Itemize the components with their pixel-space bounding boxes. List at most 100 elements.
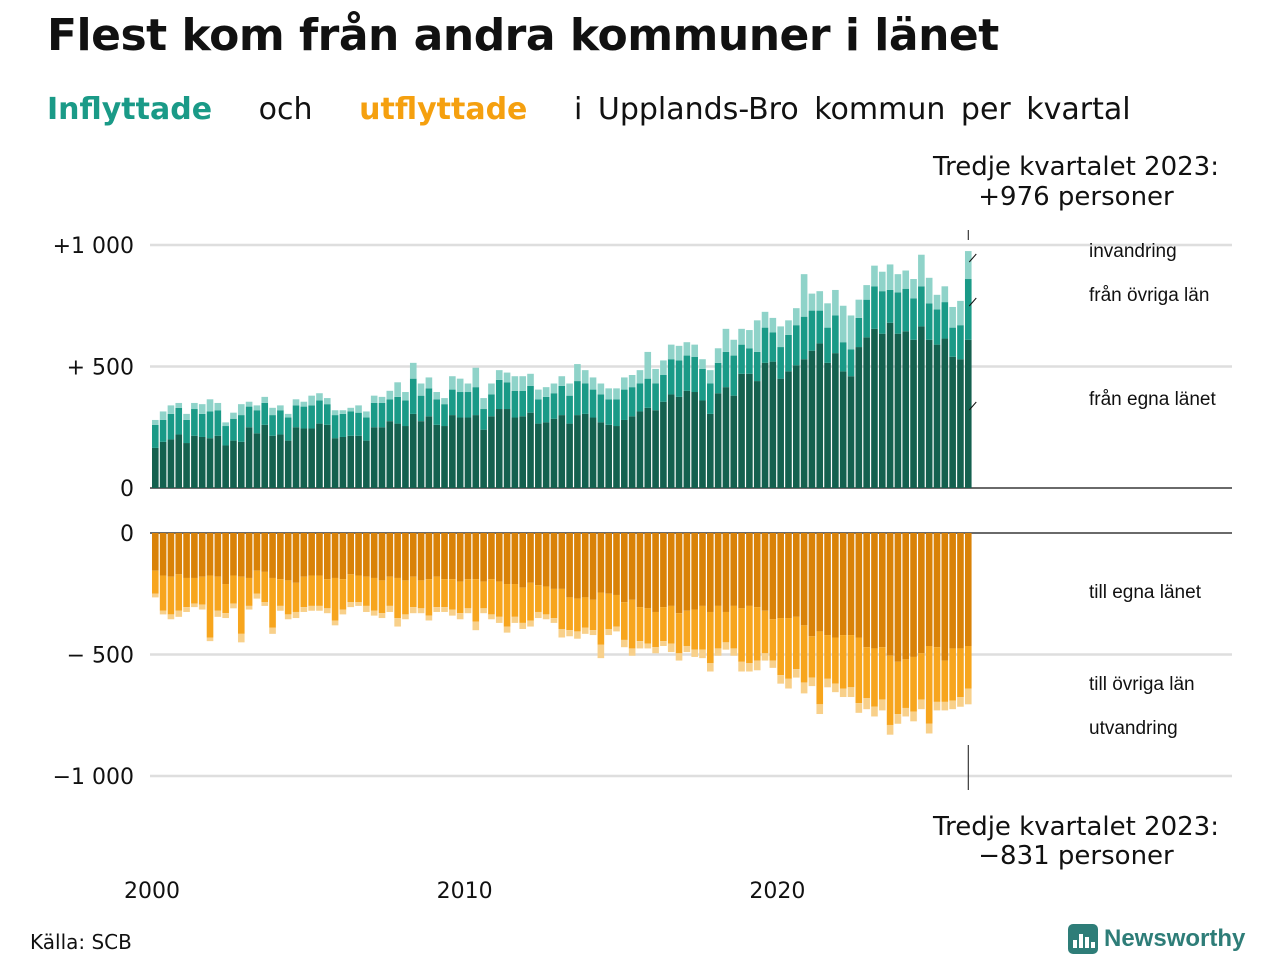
inflow-bar-other-counties (753, 351, 761, 382)
outflow-bar-other-counties (910, 656, 917, 712)
outflow-bar-own-county (722, 533, 730, 612)
outflow-bar-own-county (816, 533, 824, 632)
inflow-bar-other-counties (245, 406, 253, 428)
inflow-bar-immigration (425, 377, 433, 389)
outflow-bar-own-county (863, 533, 870, 648)
inflow-bar-other-counties (386, 399, 394, 422)
inflow-bar-own-county (355, 435, 362, 488)
inflow-segment-label: invandring (1089, 241, 1177, 262)
inflow-bar-immigration (691, 344, 698, 357)
inflow-bar-immigration (949, 306, 956, 328)
inflow-bar-immigration (621, 377, 628, 390)
inflow-bar-other-counties (456, 392, 464, 418)
inflow-bar-other-counties (652, 383, 659, 411)
outflow-bar-other-counties (667, 605, 675, 644)
outflow-bar-emigration (456, 613, 464, 620)
outflow-bar-own-county (511, 533, 519, 585)
outflow-bar-own-county (480, 533, 487, 582)
outflow-bar-other-counties (402, 580, 409, 615)
outflow-bar-emigration (316, 605, 323, 611)
inflow-bar-own-county (378, 427, 386, 488)
outflow-bar-own-county (878, 533, 886, 648)
outflow-bar-emigration (597, 644, 605, 659)
outflow-bar-other-counties (417, 580, 425, 609)
inflow-bar-own-county (175, 434, 183, 488)
inflow-bar-own-county (339, 436, 347, 488)
outflow-bar-emigration (261, 602, 269, 606)
inflow-bar-other-counties (847, 349, 855, 377)
outflow-y-tick-label: − 500 (67, 644, 134, 669)
outflow-bar-own-county (269, 533, 276, 578)
outflow-bar-other-counties (472, 579, 480, 622)
inflow-bar-other-counties (855, 317, 863, 348)
outflow-bar-own-county (730, 533, 738, 606)
inflow-bar-other-counties (746, 348, 753, 374)
inflow-bar-immigration (456, 378, 464, 393)
inflow-bar-own-county (347, 435, 355, 488)
inflow-bar-immigration (878, 271, 886, 292)
inflow-bar-own-county (800, 359, 808, 488)
outflow-bar-other-counties (644, 608, 652, 644)
inflow-bar-other-counties (449, 389, 456, 416)
outflow-bar-emigration (253, 593, 261, 599)
inflow-bar-other-counties (839, 342, 847, 372)
inflow-segment-label: från övriga län (1089, 285, 1209, 306)
inflow-bar-immigration (292, 399, 300, 406)
outflow-bar-own-county (761, 533, 769, 611)
outflow-bar-emigration (308, 605, 315, 611)
inflow-bar-other-counties (707, 383, 714, 414)
inflow-bar-immigration (769, 317, 777, 333)
outflow-bar-other-counties (519, 587, 526, 623)
outflow-bar-other-counties (581, 597, 589, 628)
inflow-bar-own-county (402, 426, 409, 488)
inflow-bar-own-county (425, 416, 433, 488)
inflow-bar-immigration (714, 348, 722, 363)
outflow-bar-own-county (636, 533, 644, 608)
inflow-bar-immigration (347, 407, 355, 412)
outflow-bar-own-county (839, 533, 847, 636)
inflow-bar-immigration (222, 422, 229, 427)
outflow-bar-own-county (769, 533, 777, 620)
outflow-bar-other-counties (730, 605, 738, 649)
outflow-bar-emigration (566, 630, 573, 637)
outflow-bar-emigration (816, 704, 824, 715)
inflow-bar-own-county (581, 413, 589, 488)
outflow-bar-emigration (175, 610, 183, 617)
inflow-bar-other-counties (300, 406, 308, 429)
inflow-bar-other-counties (621, 389, 628, 420)
outflow-bar-emigration (855, 703, 863, 713)
outflow-bar-own-county (581, 533, 589, 598)
x-tick-label: 2020 (749, 879, 805, 904)
outflow-bar-emigration (714, 648, 722, 656)
outflow-bar-own-county (441, 533, 448, 580)
inflow-bar-other-counties (871, 286, 878, 329)
outflow-bar-own-county (253, 533, 261, 571)
inflow-bar-other-counties (214, 410, 222, 436)
inflow-bar-other-counties (636, 383, 644, 412)
inflow-bar-immigration (519, 376, 526, 391)
outflow-bar-own-county (550, 533, 558, 589)
outflow-bar-emigration (480, 608, 487, 614)
inflow-bar-own-county (527, 412, 534, 488)
outflow-bar-own-county (331, 533, 339, 578)
inflow-segment-leader (968, 253, 977, 263)
source-note: Källa: SCB (30, 930, 132, 954)
inflow-bar-immigration (402, 392, 409, 401)
segment-labels: invandring från övriga län från egna länet… (968, 241, 1216, 739)
inflow-bar-other-counties (964, 279, 972, 340)
outflow-bar-other-counties (800, 625, 808, 683)
outflow-bar-other-counties (769, 619, 777, 661)
outflow-bar-emigration (667, 643, 675, 653)
inflow-bar-other-counties (589, 389, 597, 418)
inflow-bar-other-counties (308, 405, 315, 429)
inflow-bar-immigration (808, 293, 816, 311)
outflow-segment-label: till egna länet (1089, 582, 1202, 603)
inflow-bar-other-counties (581, 383, 589, 414)
outflow-bar-own-county (847, 533, 855, 636)
outflow-bar-other-counties (198, 576, 206, 605)
inflow-bar-other-counties (878, 291, 886, 334)
inflow-bar-immigration (378, 396, 386, 403)
outflow-bar-emigration (230, 603, 237, 609)
inflow-bar-own-county (918, 326, 925, 488)
bars (152, 251, 972, 735)
